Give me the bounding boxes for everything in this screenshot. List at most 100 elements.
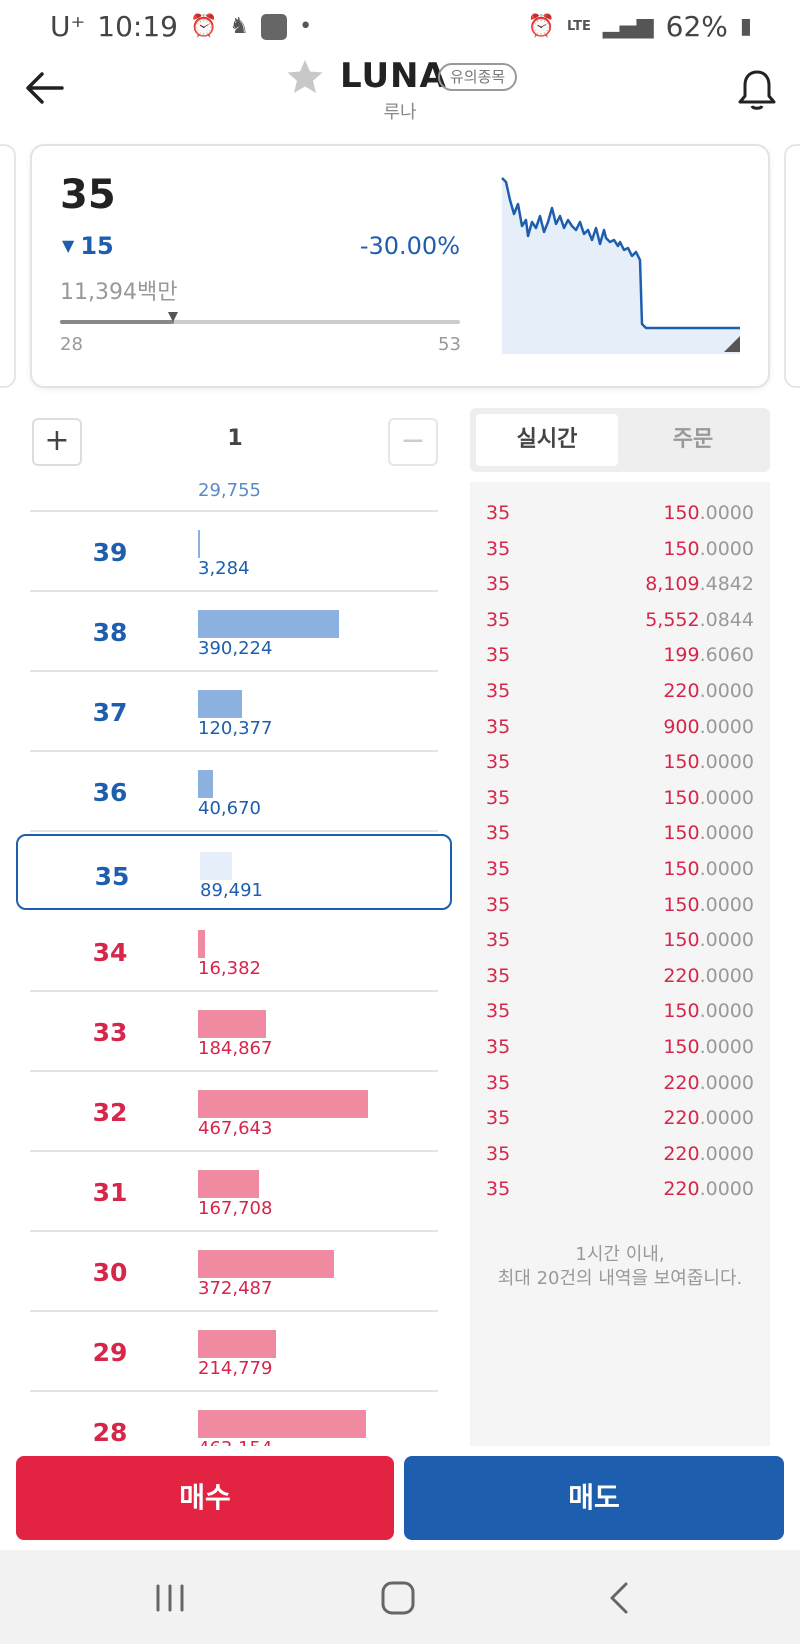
tab-order[interactable]: 주문 (672, 427, 714, 452)
trade-volume-integer: 5,552 (645, 608, 700, 631)
quantity-minus-button[interactable]: − (388, 418, 438, 466)
order-book-volume-bar (198, 690, 242, 718)
trade-price: 35 (486, 1000, 511, 1023)
trade-row: 35 150.0000 (486, 994, 754, 1028)
trade-row: 35 150.0000 (486, 923, 754, 957)
next-card-edge[interactable] (784, 144, 800, 388)
trade-row: 35 900.0000 (486, 710, 754, 744)
trade-volume-decimal: .0000 (699, 964, 754, 987)
trade-row: 35 150.0000 (486, 532, 754, 566)
home-icon[interactable] (378, 1578, 418, 1618)
order-book-row[interactable]: 29 214,779 (30, 1312, 438, 1392)
order-book-row[interactable]: 30 372,487 (30, 1232, 438, 1312)
order-book-price: 28 (92, 1418, 128, 1446)
network-type: LTE (567, 18, 591, 34)
trade-volume-integer: 150 (663, 537, 700, 560)
trade-volume-integer: 220 (663, 680, 700, 702)
trade-price: 35 (486, 786, 511, 809)
trade-volume-decimal: .0000 (699, 858, 754, 880)
order-book-price: 37 (92, 698, 128, 727)
order-book-row-current[interactable]: 35 89,491 (16, 834, 452, 910)
favorite-star-icon[interactable] (286, 58, 324, 96)
trade-row: 35 5,552.0844 (486, 603, 754, 637)
trade-row: 35 150.0000 (486, 1030, 754, 1064)
order-book-row[interactable]: 33 184,867 (30, 992, 438, 1072)
trade-volume: 150.0000 (663, 787, 754, 809)
trade-price: 35 (486, 929, 511, 952)
trade-volume: 150.0000 (663, 502, 754, 524)
buy-button[interactable]: 매수 (16, 1456, 394, 1540)
warning-badge: 유의종목 (438, 63, 518, 91)
trade-row: 35 220.0000 (486, 674, 754, 708)
back-arrow-icon[interactable] (22, 66, 66, 110)
recent-apps-icon[interactable] (152, 1578, 188, 1618)
order-book-row[interactable]: 34 16,382 (30, 912, 438, 992)
order-book-row[interactable]: 28 463,154 (30, 1392, 438, 1446)
order-book-row[interactable]: 38 390,224 (30, 592, 438, 672)
trade-price: 35 (486, 537, 511, 560)
trade-volume-decimal: .0000 (699, 680, 754, 702)
order-book-price: 29 (92, 1338, 128, 1367)
divider (30, 510, 438, 512)
order-book-volume-bar (198, 770, 213, 798)
trade-volume-decimal: .0000 (699, 929, 754, 952)
trade-price: 35 (486, 573, 511, 596)
trade-volume: 11,394백만 (60, 280, 178, 305)
trade-row: 35 199.6060 (486, 638, 754, 672)
quantity-value[interactable]: 1 (227, 426, 243, 451)
order-book-partial-qty: 29,755 (198, 480, 261, 501)
carrier-label: U⁺ (50, 10, 86, 43)
trade-volume-integer: 150 (663, 1036, 700, 1058)
order-book-row[interactable]: 37 120,377 (30, 672, 438, 752)
day-range-low: 28 (60, 334, 83, 355)
trade-volume: 150.0000 (663, 858, 754, 880)
trade-row: 35 150.0000 (486, 888, 754, 922)
trade-price: 35 (486, 893, 511, 916)
trade-volume-decimal: .0000 (699, 1142, 754, 1165)
coin-korean-name: 루나 (383, 102, 417, 123)
app-notification-icon (261, 13, 288, 40)
current-price: 35 (60, 172, 116, 218)
quantity-plus-button[interactable]: + (32, 418, 82, 466)
trade-volume: 150.0000 (663, 822, 754, 844)
trade-list-note-line2: 최대 20건의 내역을 보여줍니다. (497, 1268, 743, 1289)
trade-price: 35 (486, 502, 511, 524)
status-right: ⏰ LTE ▂▄▆ 62% ▮ (528, 10, 752, 43)
tab-realtime[interactable]: 실시간 (476, 414, 618, 466)
order-book-price: 30 (92, 1258, 128, 1287)
bell-icon[interactable] (736, 68, 778, 112)
order-book-row[interactable]: 31 167,708 (30, 1152, 438, 1232)
order-book: 39 3,284 38 390,224 37 120,377 36 40,670 35 89,49… (16, 512, 452, 1446)
order-book-quantity: 390,224 (198, 638, 273, 659)
order-book-row[interactable]: 36 40,670 (30, 752, 438, 832)
trade-row: 35 150.0000 (486, 816, 754, 850)
trade-list-note-line1: 1시간 이내, (575, 1244, 665, 1265)
order-book-row[interactable]: 39 3,284 (30, 512, 438, 592)
trade-volume-integer: 150 (663, 751, 700, 774)
price-change-value: 15 (80, 232, 114, 260)
trade-list (470, 482, 770, 1446)
trade-volume-decimal: .0000 (699, 786, 754, 809)
system-back-icon[interactable] (604, 1578, 634, 1618)
alarm-clock-icon: ⏰ (189, 14, 218, 39)
status-bar: U⁺ 10:19 ⏰ ♞ • ⏰ LTE ▂▄▆ 62% ▮ (0, 0, 800, 50)
trade-volume-decimal: .6060 (699, 644, 754, 667)
battery-icon: ▮ (739, 14, 752, 39)
order-book-price: 32 (92, 1098, 128, 1127)
trade-row: 35 220.0000 (486, 959, 754, 993)
trade-price: 35 (486, 608, 511, 631)
order-book-volume-bar (198, 1090, 368, 1118)
trade-volume: 150.0000 (663, 894, 754, 916)
order-book-row[interactable]: 32 467,643 (30, 1072, 438, 1152)
trade-volume-integer: 150 (663, 822, 700, 845)
trade-price: 35 (486, 680, 511, 702)
order-book-price: 35 (94, 862, 130, 891)
trade-volume-integer: 220 (663, 1071, 700, 1094)
sell-button[interactable]: 매도 (404, 1456, 784, 1540)
previous-card-edge[interactable] (0, 144, 16, 388)
trade-price: 35 (486, 1107, 511, 1130)
trade-row: 35 8,109.4842 (486, 567, 754, 601)
trade-volume: 150.0000 (663, 1036, 754, 1058)
order-book-volume-bar (198, 1170, 259, 1198)
price-sparkline[interactable] (500, 170, 742, 354)
